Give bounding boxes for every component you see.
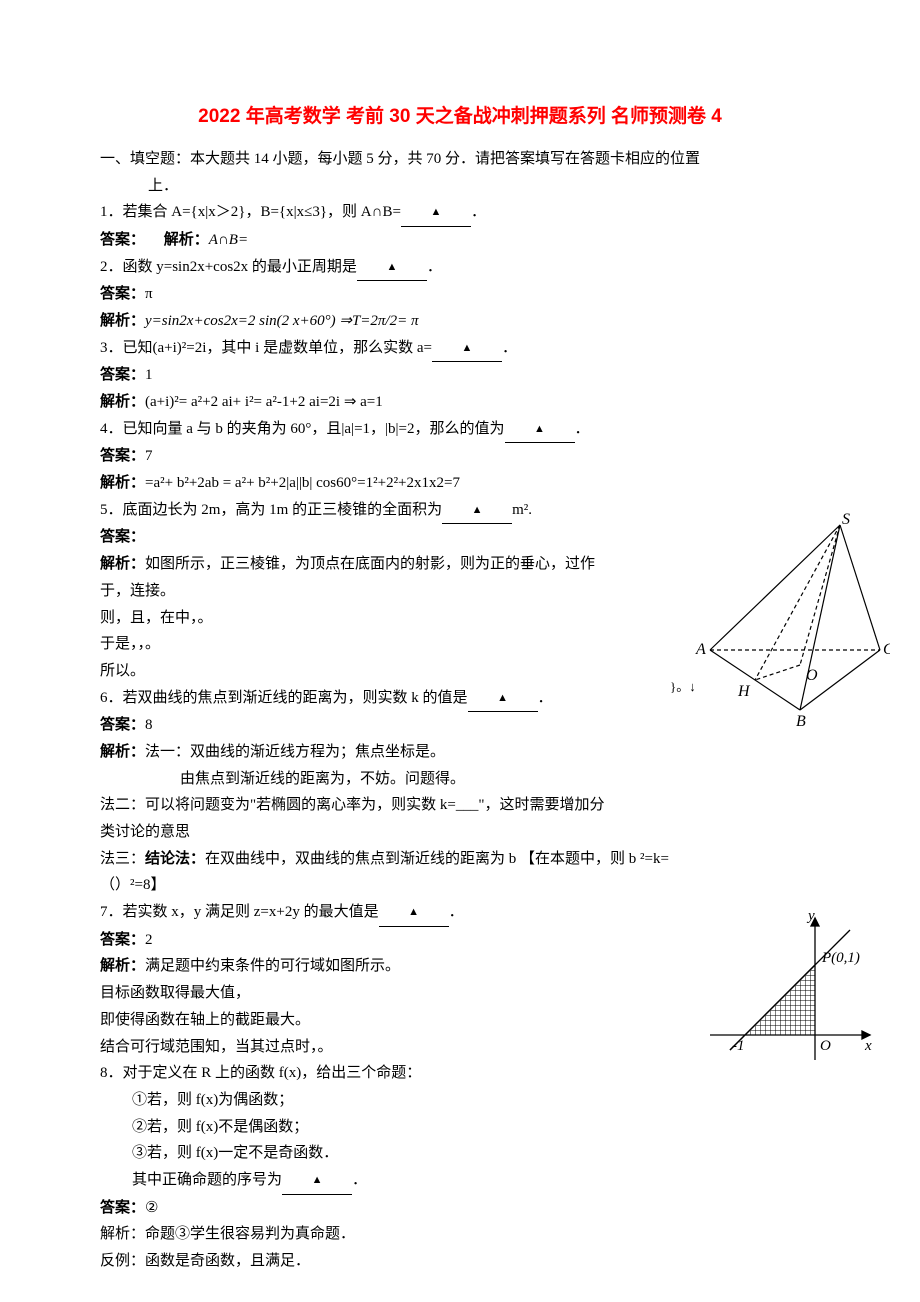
parse-label: 解析： (100, 957, 145, 974)
q8-opt2: ②若，则 f(x)不是偶函数； (100, 1114, 820, 1141)
parse-6-3: 法二：可以将问题变为"若椭圆的离心率为，则实数 k=___"，这时需要增加分 (100, 792, 820, 819)
q3-text: 3．已知(a+i)²=2i，其中 i 是虚数单位，那么实数 a= (100, 340, 432, 356)
blank (442, 497, 512, 525)
answer-2: 答案：π (100, 281, 820, 308)
a5-p1: 如图所示，正三棱锥，为顶点在底面内的射影，则为正的垂心，过作 (145, 556, 595, 572)
q8-opt4: 其中正确命题的序号为． (100, 1167, 820, 1195)
a4-ans: 7 (145, 448, 153, 464)
page-content: 2022 年高考数学 考前 30 天之备战冲刺押题系列 名师预测卷 4 一、填空… (100, 100, 820, 1275)
fig1-extra: }。↓ (670, 675, 696, 698)
parse-6-5: 法三：结论法：在双曲线中，双曲线的焦点到渐近线的距离为 b 【在本题中，则 b … (100, 846, 820, 873)
a6-p5b: 结论法： (145, 850, 205, 867)
page-title: 2022 年高考数学 考前 30 天之备战冲刺押题系列 名师预测卷 4 (100, 100, 820, 134)
answer-label: 答案： (100, 528, 145, 545)
section-header-cont: 上． (100, 173, 820, 200)
blank (505, 416, 575, 444)
parse-6-1: 解析：法一：双曲线的渐近线方程为；焦点坐标是。 (100, 739, 820, 766)
parse-label: 解析： (100, 743, 145, 760)
label-O: O (820, 1038, 831, 1054)
parse-label: 解析： (100, 474, 145, 491)
label-P: P(0,1) (821, 950, 860, 966)
blank (357, 254, 427, 282)
parse-label: 解析： (100, 555, 145, 572)
q8-opt1: ①若，则 f(x)为偶函数； (100, 1087, 820, 1114)
a3-parse: (a+i)²= a²+2 ai+ i²= a²-1+2 ai=2i ⇒ a=1 (145, 394, 383, 410)
q5-unit: m². (512, 502, 532, 518)
a6-p1: 法一：双曲线的渐近线方程为；焦点坐标是。 (145, 744, 445, 760)
parse-label: 解析： (100, 393, 145, 410)
figure-pyramid: S A C B O H }。↓ (690, 510, 890, 720)
answer-label: 答案： (100, 231, 145, 248)
label-H: H (737, 683, 751, 700)
parse-8-1: 解析：命题③学生很容易判为真命题． (100, 1221, 820, 1248)
blank (432, 335, 502, 363)
q8-opt3: ③若，则 f(x)一定不是奇函数． (100, 1140, 820, 1167)
parse-2: 解析：y=sin2x+cos2x=2 sin(2 x+60°) ⇒T=2π/2=… (100, 308, 820, 335)
label-S: S (842, 511, 850, 528)
q4-text: 4．已知向量 a 与 b 的夹角为 60°，且|a|=1，|b|=2，那么的值为 (100, 421, 505, 437)
label-C: C (883, 641, 890, 658)
answer-label: 答案： (100, 447, 145, 464)
blank (282, 1167, 352, 1195)
section-header: 一、填空题：本大题共 14 小题，每小题 5 分，共 70 分．请把答案填写在答… (100, 146, 820, 173)
answer-1: 答案： 解析：A∩B= (100, 227, 820, 254)
a2-ans: π (145, 286, 153, 302)
parse-label: 解析： (164, 231, 209, 248)
question-4: 4．已知向量 a 与 b 的夹角为 60°，且|a|=1，|b|=2，那么的值为… (100, 416, 820, 444)
a1-parse: A∩B= (209, 232, 248, 248)
a6-ans: 8 (145, 717, 153, 733)
answer-4: 答案：7 (100, 443, 820, 470)
label-x: x (864, 1038, 872, 1054)
parse-3: 解析：(a+i)²= a²+2 ai+ i²= a²-1+2 ai=2i ⇒ a… (100, 389, 820, 416)
question-1: 1．若集合 A={x|x＞2}，B={x|x≤3}，则 A∩B=． (100, 199, 820, 227)
parse-4: 解析：=a²+ b²+2ab = a²+ b²+2|a||b| cos60°=1… (100, 470, 820, 497)
label-neg1: -1 (732, 1038, 745, 1054)
a8-ans: ② (145, 1200, 158, 1216)
parse-label: 解析： (100, 312, 145, 329)
question-3: 3．已知(a+i)²=2i，其中 i 是虚数单位，那么实数 a=． (100, 335, 820, 363)
a2-parse: y=sin2x+cos2x=2 sin(2 x+60°) ⇒T=2π/2= π (145, 313, 418, 329)
figure-region: y x O P(0,1) -1 (700, 910, 880, 1070)
a7-p1: 满足题中约束条件的可行域如图所示。 (145, 958, 400, 974)
parse-6-6: （）²=8】 (100, 872, 820, 899)
pyramid-svg: S A C B O H (690, 510, 890, 730)
q5-text: 5．底面边长为 2m，高为 1m 的正三棱锥的全面积为 (100, 502, 442, 518)
blank (401, 199, 471, 227)
answer-8: 答案：② (100, 1195, 820, 1222)
parse-8-2: 反例：函数是奇函数，且满足． (100, 1248, 820, 1275)
label-A: A (695, 641, 706, 658)
question-2: 2．函数 y=sin2x+cos2x 的最小正周期是． (100, 254, 820, 282)
a3-ans: 1 (145, 367, 153, 383)
answer-label: 答案： (100, 716, 145, 733)
answer-label: 答案： (100, 366, 145, 383)
parse-6-2: 由焦点到渐近线的距离为，不妨。问题得。 (100, 766, 820, 793)
label-O: O (806, 667, 818, 684)
q7-text: 7．若实数 x，y 满足则 z=x+2y 的最大值是 (100, 904, 379, 920)
region-svg: y x O P(0,1) -1 (700, 910, 880, 1070)
a4-parse: =a²+ b²+2ab = a²+ b²+2|a||b| cos60°=1²+2… (145, 475, 460, 491)
parse-6-4: 类讨论的意思 (100, 819, 820, 846)
a7-ans: 2 (145, 932, 153, 948)
q6-text: 6．若双曲线的焦点到渐近线的距离为，则实数 k 的值是 (100, 690, 468, 706)
q8-opt4-text: 其中正确命题的序号为 (132, 1172, 282, 1188)
answer-label: 答案： (100, 931, 145, 948)
blank (468, 685, 538, 713)
label-y: y (806, 910, 815, 924)
a6-p5c: 在双曲线中，双曲线的焦点到渐近线的距离为 b 【在本题中，则 b ²=k= (205, 851, 669, 867)
q1-text: 1．若集合 A={x|x＞2}，B={x|x≤3}，则 A∩B= (100, 204, 401, 220)
label-B: B (796, 713, 806, 730)
answer-3: 答案：1 (100, 362, 820, 389)
blank (379, 899, 449, 927)
q2-text: 2．函数 y=sin2x+cos2x 的最小正周期是 (100, 259, 357, 275)
answer-label: 答案： (100, 1199, 145, 1216)
answer-label: 答案： (100, 285, 145, 302)
a6-p5a: 法三： (100, 851, 145, 867)
